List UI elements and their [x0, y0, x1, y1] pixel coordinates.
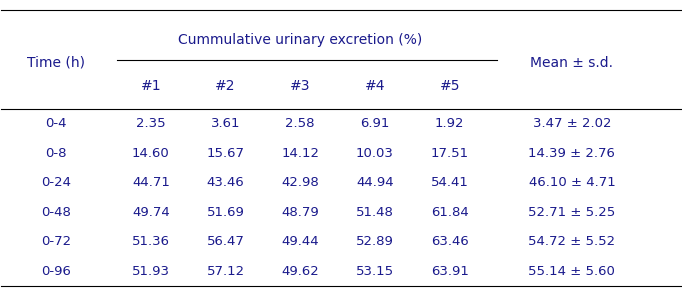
Text: 44.71: 44.71 — [132, 176, 170, 189]
Text: 51.36: 51.36 — [132, 235, 170, 248]
Text: 1.92: 1.92 — [435, 117, 464, 130]
Text: #1: #1 — [140, 79, 161, 93]
Text: 3.61: 3.61 — [211, 117, 240, 130]
Text: 2.58: 2.58 — [286, 117, 315, 130]
Text: 54.41: 54.41 — [431, 176, 469, 189]
Text: 63.46: 63.46 — [431, 235, 469, 248]
Text: #5: #5 — [439, 79, 460, 93]
Text: #3: #3 — [290, 79, 310, 93]
Text: 63.91: 63.91 — [431, 265, 469, 278]
Text: 14.39 ± 2.76: 14.39 ± 2.76 — [529, 147, 615, 160]
Text: 61.84: 61.84 — [431, 206, 469, 219]
Text: 52.71 ± 5.25: 52.71 ± 5.25 — [529, 206, 616, 219]
Text: 51.48: 51.48 — [356, 206, 394, 219]
Text: 15.67: 15.67 — [207, 147, 245, 160]
Text: 49.62: 49.62 — [282, 265, 319, 278]
Text: 57.12: 57.12 — [207, 265, 245, 278]
Text: 56.47: 56.47 — [207, 235, 244, 248]
Text: 3.47 ± 2.02: 3.47 ± 2.02 — [533, 117, 611, 130]
Text: 17.51: 17.51 — [430, 147, 469, 160]
Text: 0-24: 0-24 — [41, 176, 71, 189]
Text: 2.35: 2.35 — [136, 117, 166, 130]
Text: 14.12: 14.12 — [281, 147, 319, 160]
Text: 46.10 ± 4.71: 46.10 ± 4.71 — [529, 176, 615, 189]
Text: 42.98: 42.98 — [282, 176, 319, 189]
Text: 43.46: 43.46 — [207, 176, 244, 189]
Text: Time (h): Time (h) — [27, 56, 85, 70]
Text: #4: #4 — [365, 79, 385, 93]
Text: 51.69: 51.69 — [207, 206, 244, 219]
Text: 49.74: 49.74 — [132, 206, 170, 219]
Text: 0-72: 0-72 — [41, 235, 71, 248]
Text: 53.15: 53.15 — [356, 265, 394, 278]
Text: 52.89: 52.89 — [356, 235, 394, 248]
Text: 6.91: 6.91 — [360, 117, 389, 130]
Text: 14.60: 14.60 — [132, 147, 170, 160]
Text: 44.94: 44.94 — [356, 176, 394, 189]
Text: 10.03: 10.03 — [356, 147, 394, 160]
Text: 49.44: 49.44 — [282, 235, 319, 248]
Text: 0-96: 0-96 — [41, 265, 71, 278]
Text: Mean ± s.d.: Mean ± s.d. — [531, 56, 613, 70]
Text: Cummulative urinary excretion (%): Cummulative urinary excretion (%) — [178, 33, 422, 47]
Text: 54.72 ± 5.52: 54.72 ± 5.52 — [529, 235, 615, 248]
Text: 0-8: 0-8 — [45, 147, 66, 160]
Text: 55.14 ± 5.60: 55.14 ± 5.60 — [529, 265, 615, 278]
Text: 0-4: 0-4 — [45, 117, 66, 130]
Text: 0-48: 0-48 — [41, 206, 71, 219]
Text: 51.93: 51.93 — [132, 265, 170, 278]
Text: 48.79: 48.79 — [282, 206, 319, 219]
Text: #2: #2 — [216, 79, 236, 93]
